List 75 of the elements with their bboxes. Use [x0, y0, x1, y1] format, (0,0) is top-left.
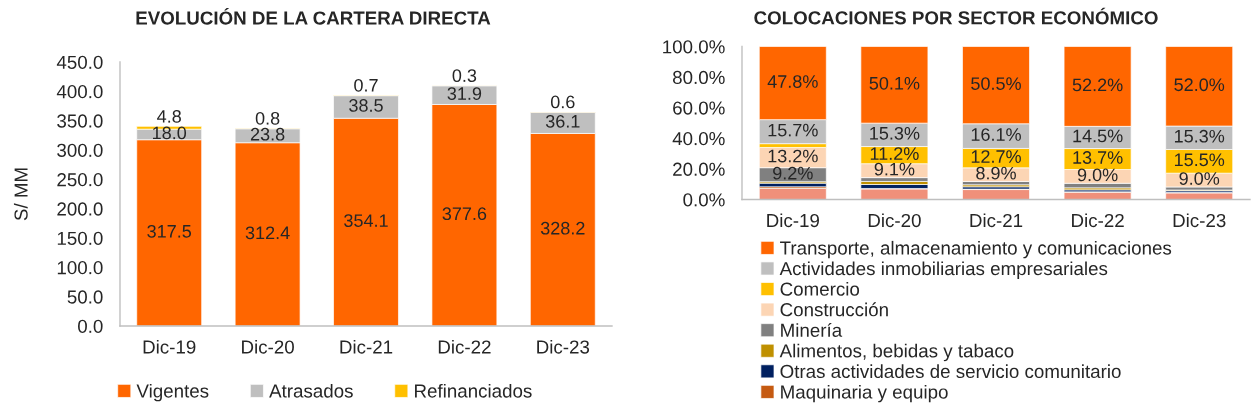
data-label: 13.7%: [1073, 151, 1123, 164]
x-tick-label: Dic-19: [767, 213, 819, 228]
data-label: 14.5%: [1073, 129, 1123, 143]
legend-label: Alimentos, bebidas y tabaco: [779, 343, 1014, 362]
data-label: 12.7%: [971, 150, 1021, 163]
data-label: 9.2%: [773, 166, 813, 180]
x-tick-label: Dic-20: [868, 213, 921, 228]
data-label: 0.3: [452, 69, 477, 83]
x-tick-label: Dic-21: [340, 339, 393, 354]
data-label: 4.8: [157, 110, 181, 123]
data-label: 18.0: [153, 126, 187, 140]
y-tick-label: 40.0%: [672, 132, 725, 146]
y-tick-label: 450.0: [56, 55, 103, 69]
data-label: 9.0%: [1179, 172, 1220, 185]
data-label: 11.2%: [870, 147, 919, 160]
data-label: 8.9%: [976, 166, 1016, 180]
y-tick-label: 100.0: [57, 261, 103, 275]
data-label: 38.5: [349, 99, 383, 112]
data-label: 16.1%: [971, 128, 1021, 141]
y-tick-label: 0.0: [78, 319, 103, 333]
legend-label: Atrasados: [269, 383, 353, 398]
y-tick-label: 350.0: [57, 114, 103, 128]
x-tick-label: Dic-20: [242, 339, 294, 354]
x-tick-label: Dic-19: [143, 339, 196, 354]
y-tick-label: 150.0: [57, 231, 103, 245]
data-label: 31.9: [447, 87, 482, 100]
data-label: 15.3%: [870, 126, 920, 140]
data-label: 50.1%: [869, 76, 920, 90]
legend-label: Vigentes: [136, 383, 209, 402]
x-tick-label: Dic-22: [438, 339, 491, 354]
data-label: 23.8: [250, 127, 285, 141]
data-label: 0.7: [354, 78, 378, 92]
chart-title: EVOLUCIÓN DE LA CARTERA DIRECTA: [136, 7, 491, 25]
data-label: 15.5%: [1174, 153, 1225, 167]
legend-label: Comercio: [780, 282, 860, 296]
y-tick-label: 80.0%: [672, 70, 725, 85]
data-label: 15.3%: [1174, 129, 1225, 143]
y-tick-label: 20.0%: [673, 162, 725, 176]
data-label: 15.7%: [768, 123, 818, 137]
y-tick-label: 250.0: [57, 173, 103, 187]
legend-label: Minería: [781, 322, 843, 337]
chart-title: COLOCACIONES POR SECTOR ECONÓMICO: [754, 7, 1158, 25]
legend-label: Otras actividades de servicio comunitario: [780, 364, 1121, 379]
data-label: 328.2: [540, 221, 585, 235]
data-label: 9.0%: [1077, 168, 1118, 182]
y-axis-title: S/ MM: [13, 168, 28, 221]
data-label: 47.8%: [767, 75, 818, 88]
y-tick-label: 200.0: [57, 202, 103, 216]
y-tick-label: 400.0: [56, 85, 103, 99]
y-tick-label: 0.0%: [683, 193, 725, 207]
legend-label: Actividades inmobiliarias empresariales: [779, 261, 1108, 279]
y-tick-label: 300.0: [57, 143, 103, 157]
data-label: 354.1: [344, 214, 388, 227]
legend-label: Transporte, almacenamiento y comunicaciones: [780, 240, 1172, 259]
x-tick-label: Dic-23: [1173, 213, 1226, 228]
data-label: 0.6: [550, 95, 575, 109]
y-tick-label: 50.0: [67, 290, 103, 304]
x-tick-label: Dic-23: [537, 339, 590, 354]
data-label: 0.8: [255, 111, 280, 125]
legend-label: Maquinaria y equipo: [781, 384, 948, 403]
y-tick-label: 60.0%: [673, 101, 725, 115]
data-label: 312.4: [245, 226, 290, 240]
data-label: 377.6: [442, 207, 487, 221]
legend-label: Construcción: [780, 302, 888, 317]
data-label: 9.1%: [874, 162, 915, 176]
data-label: 52.2%: [1072, 78, 1123, 92]
data-label: 13.2%: [768, 149, 818, 163]
y-tick-label: 100.0%: [663, 40, 725, 54]
data-label: 52.0%: [1174, 78, 1225, 92]
x-tick-label: Dic-22: [1072, 213, 1124, 228]
data-label: 36.1: [545, 114, 580, 128]
data-label: 50.5%: [971, 77, 1021, 90]
data-label: 317.5: [147, 224, 192, 238]
x-tick-label: Dic-21: [970, 213, 1023, 228]
legend-label: Refinanciados: [415, 383, 532, 398]
